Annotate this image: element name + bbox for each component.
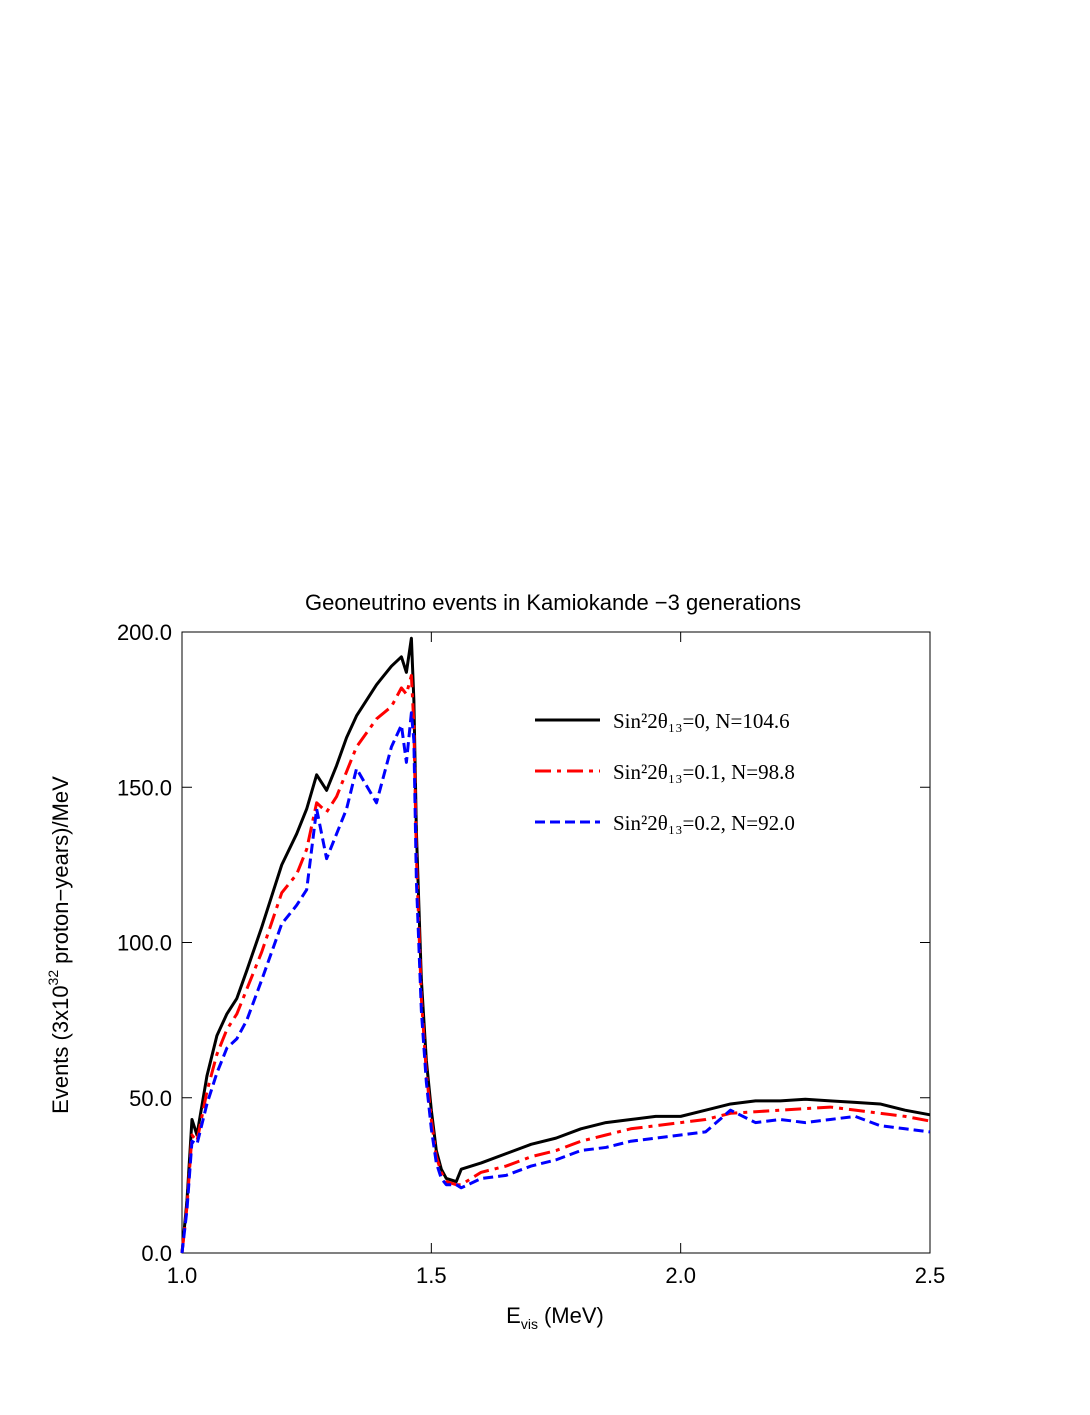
y-label-rest: proton−years)/MeV — [48, 776, 73, 964]
x-tick-label: 2.0 — [665, 1263, 696, 1288]
y-axis-label: Events (3x1032 proton−years)/MeV — [45, 776, 73, 1114]
x-tick-label: 1.0 — [167, 1263, 198, 1288]
y-tick-label: 0.0 — [141, 1241, 172, 1266]
y-label-main: Events (3x10 — [48, 985, 73, 1113]
y-tick-label: 200.0 — [117, 620, 172, 645]
x-label-main: E — [506, 1303, 521, 1328]
series-line — [180, 673, 931, 1254]
x-axis-label: Evis (MeV) — [506, 1303, 604, 1332]
series-line — [180, 711, 931, 1254]
x-tick-label: 1.5 — [416, 1263, 447, 1288]
y-tick-label: 150.0 — [117, 775, 172, 800]
series-line — [180, 636, 931, 1254]
y-tick-label: 100.0 — [117, 931, 172, 956]
legend-label: Sin²2θ₁₃=0.2, N=92.0 — [613, 811, 795, 835]
chart-title: Geoneutrino events in Kamiokande −3 gene… — [305, 590, 801, 615]
x-tick-label: 2.5 — [915, 1263, 946, 1288]
y-label-sup: 32 — [45, 970, 61, 986]
y-tick-label: 50.0 — [129, 1086, 172, 1111]
x-label-sub: vis — [521, 1316, 538, 1332]
legend-label: Sin²2θ₁₃=0, N=104.6 — [613, 709, 790, 733]
x-label-unit: (MeV) — [544, 1303, 604, 1328]
legend-label: Sin²2θ₁₃=0.1, N=98.8 — [613, 760, 795, 784]
